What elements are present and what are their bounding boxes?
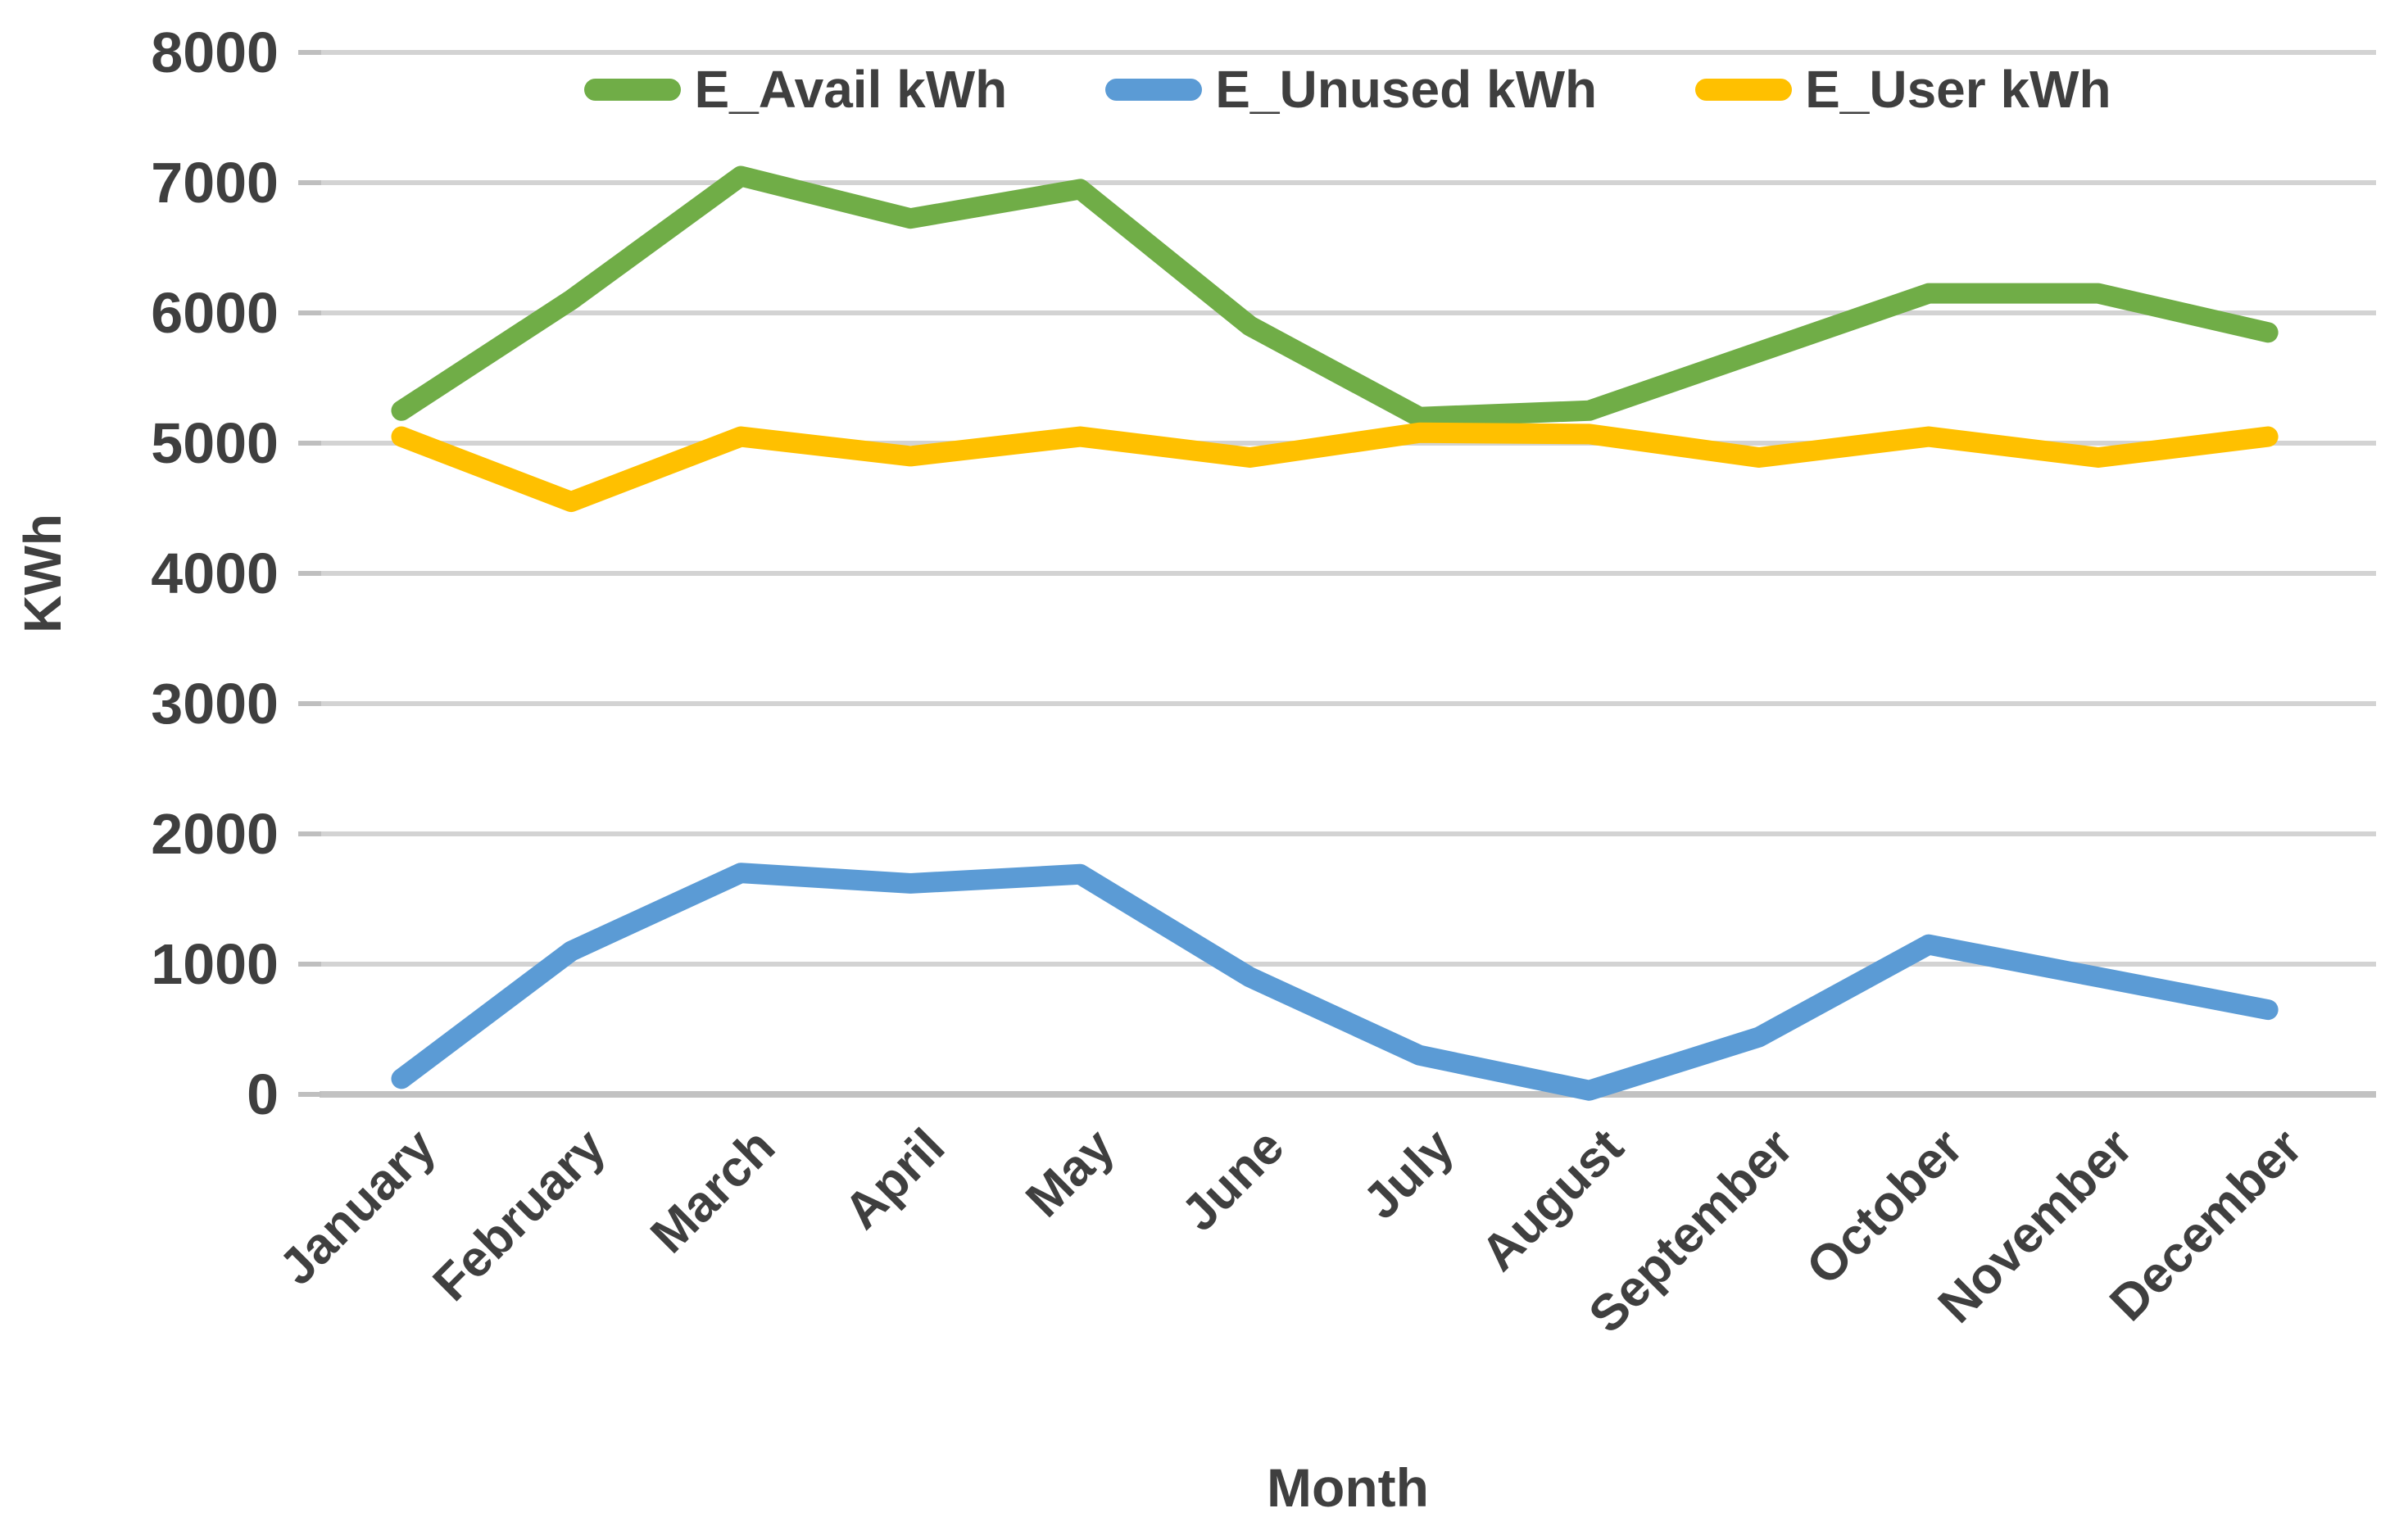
x-tick-label: March	[640, 1118, 786, 1264]
chart-legend: E_Avail kWh E_Unused kWh E_User kWh	[320, 59, 2376, 120]
x-tick-label: February	[423, 1118, 617, 1312]
x-tick-label: October	[1796, 1118, 1974, 1296]
x-tick-label: April	[834, 1118, 956, 1240]
y-tick-label: 2000	[151, 802, 279, 866]
y-axis-title: KWh	[13, 514, 72, 633]
y-tick-label: 3000	[151, 672, 279, 736]
legend-swatch-e-user-kwh	[1695, 78, 1793, 101]
legend-item: E_Avail kWh	[584, 59, 1007, 120]
y-tick-label: 1000	[151, 932, 279, 996]
y-tick-label: 8000	[151, 20, 279, 84]
y-tick-label: 5000	[151, 411, 279, 475]
x-tick-label: July	[1353, 1118, 1465, 1230]
y-tick-label: 0	[247, 1062, 279, 1126]
series-line-e-user-kwh	[391, 422, 2279, 513]
legend-item: E_Unused kWh	[1105, 59, 1597, 120]
legend-swatch-e-avail-kwh	[584, 78, 682, 101]
legend-label: E_User kWh	[1805, 60, 2111, 119]
legend-item: E_User kWh	[1695, 59, 2111, 120]
series-line-e-unused-kwh	[391, 863, 2279, 1101]
legend-label: E_Unused kWh	[1215, 60, 1598, 119]
legend-swatch-e-unused-kwh	[1105, 78, 1203, 101]
legend-label: E_Avail kWh	[694, 60, 1008, 119]
x-tick-label: January	[269, 1118, 447, 1296]
x-tick-label: May	[1015, 1118, 1125, 1228]
x-tick-label: August	[1471, 1118, 1635, 1282]
y-tick-label: 4000	[151, 541, 279, 605]
x-axis-title: Month	[1267, 1457, 1429, 1518]
series-line-e-avail-kwh	[391, 165, 2279, 428]
x-tick-label: June	[1171, 1118, 1295, 1242]
y-tick-label: 7000	[151, 151, 279, 215]
y-tick-label: 6000	[151, 281, 279, 345]
